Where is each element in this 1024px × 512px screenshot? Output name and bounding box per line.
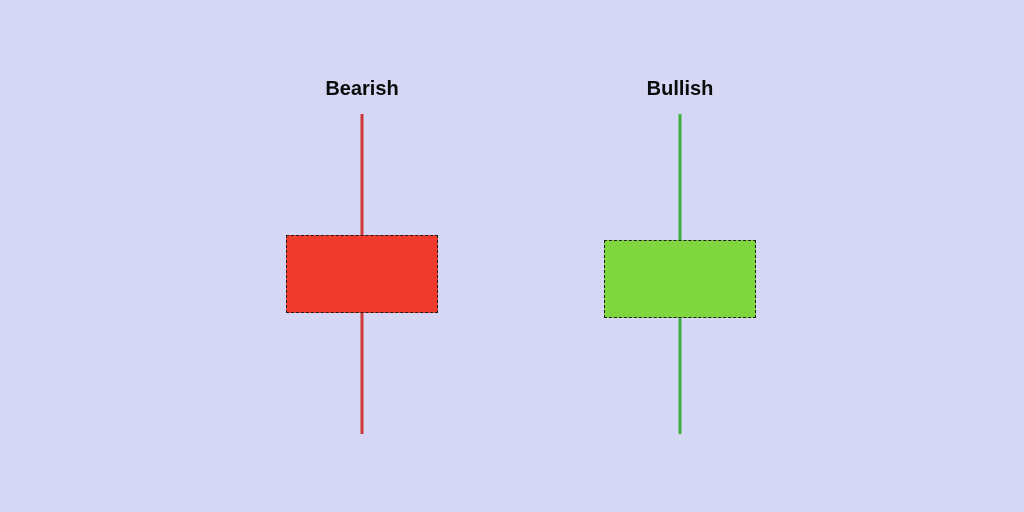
candle-body-bullish — [604, 240, 756, 318]
diagram-stage: Bearish High Open Close Low Bullish High… — [0, 0, 1024, 512]
candle-title-bullish: Bullish — [647, 78, 714, 101]
candle-body-bearish — [286, 235, 438, 313]
candle-title-bearish: Bearish — [325, 78, 398, 101]
